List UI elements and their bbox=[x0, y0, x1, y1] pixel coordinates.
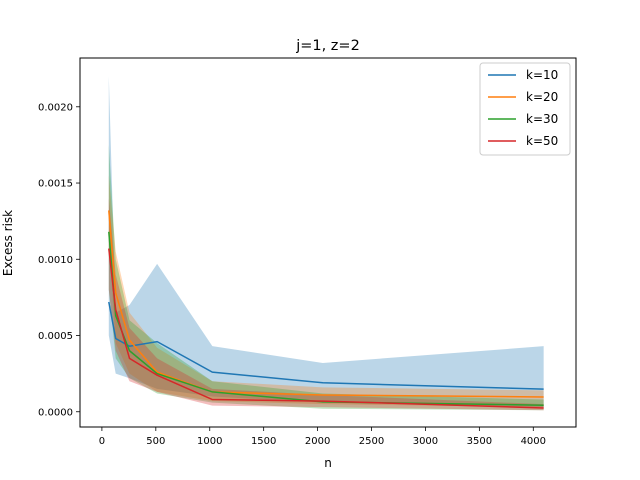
legend-label: k=20 bbox=[526, 90, 558, 104]
x-tick-label: 2500 bbox=[359, 436, 384, 447]
x-tick-label: 0 bbox=[99, 436, 105, 447]
x-tick-label: 3000 bbox=[413, 436, 438, 447]
legend-box bbox=[479, 62, 571, 156]
y-tick-label: 0.0000 bbox=[38, 407, 73, 418]
y-tick-label: 0.0010 bbox=[38, 255, 73, 266]
legend-label: k=50 bbox=[526, 134, 558, 148]
x-tick-label: 1500 bbox=[251, 436, 276, 447]
band-series-3 bbox=[108, 144, 544, 411]
y-tick-label: 0.0005 bbox=[38, 331, 73, 342]
plot-frame bbox=[79, 57, 577, 428]
x-axis-label: n bbox=[324, 456, 332, 470]
x-tick-label: 4000 bbox=[521, 436, 546, 447]
legend-label: k=10 bbox=[526, 68, 558, 82]
x-tick-label: 500 bbox=[146, 436, 165, 447]
series-lines bbox=[108, 210, 544, 409]
band-series-1 bbox=[108, 76, 544, 408]
y-axis-ticks: 0.0000 0.0005 0.0010 0.0015 0.0020 bbox=[38, 102, 80, 418]
line-series-4 bbox=[108, 248, 544, 409]
band-series-4 bbox=[108, 198, 544, 411]
line-series-2 bbox=[108, 210, 544, 398]
x-tick-label: 3500 bbox=[467, 436, 492, 447]
y-tick-label: 0.0015 bbox=[38, 179, 73, 190]
x-tick-label: 1000 bbox=[197, 436, 222, 447]
legend-label: k=30 bbox=[526, 112, 558, 126]
x-tick-label: 2000 bbox=[305, 436, 330, 447]
band-series-2 bbox=[108, 175, 544, 408]
confidence-bands bbox=[108, 76, 544, 411]
line-series-1 bbox=[108, 301, 544, 390]
y-axis-label: Excess risk bbox=[1, 210, 15, 276]
y-tick-label: 0.0020 bbox=[38, 102, 73, 113]
chart-title: j=1, z=2 bbox=[295, 38, 360, 54]
line-series-3 bbox=[108, 231, 544, 406]
x-axis-ticks: 0 500 1000 1500 2000 2500 3000 3500 4000 bbox=[99, 427, 546, 447]
legend: k=10 k=20 k=30 k=50 bbox=[479, 62, 571, 156]
